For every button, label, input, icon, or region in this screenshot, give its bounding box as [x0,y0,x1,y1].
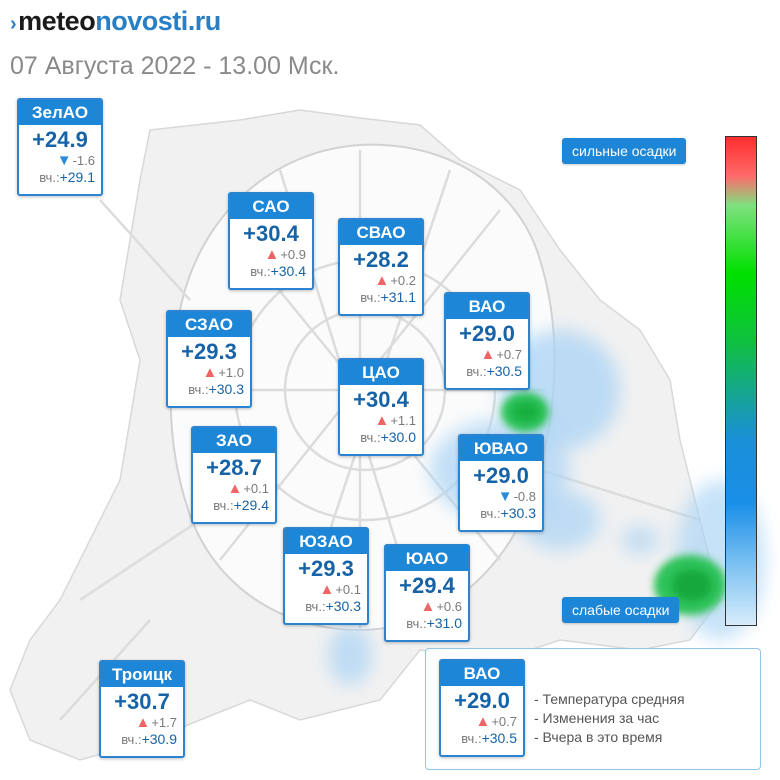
hourly-change: ▲+0.6 [420,598,462,615]
district-name: ЮВАО [460,436,542,461]
district-name: ВАО [441,661,523,686]
district-temp: +30.4 [243,221,299,246]
hourly-change: ▲+0.1 [227,480,269,497]
district-card-vao[interactable]: ВАО +29.0 ▲+0.7 вч.:+30.5 [444,292,530,390]
yesterday-temp: вч.:+30.4 [250,263,306,279]
logo-part1: meteo [18,6,96,36]
hourly-change: ▲+1.7 [135,714,177,731]
hourly-change: ▲+0.1 [319,581,361,598]
district-name: СЗАО [168,312,250,337]
district-name: САО [230,194,312,219]
yesterday-temp: вч.:+30.3 [305,598,361,614]
district-card-yuvao[interactable]: ЮВАО +29.0 ▼-0.8 вч.:+30.3 [458,434,544,532]
yesterday-temp: вч.:+30.5 [461,730,517,746]
yesterday-temp: вч.:+30.9 [121,731,177,747]
logo: ›meteonovosti.ru [10,6,221,37]
district-temp: +29.0 [459,321,515,346]
district-temp: +29.0 [473,463,529,488]
hourly-change: ▲+0.7 [475,713,517,730]
precipitation-colorbar [725,136,757,626]
logo-part2: novosti.ru [95,6,221,36]
up-arrow-icon: ▲ [374,412,390,429]
up-arrow-icon: ▲ [475,713,491,730]
hourly-change: ▼-0.8 [497,488,536,505]
district-card-yuao[interactable]: ЮАО +29.4 ▲+0.6 вч.:+31.0 [384,544,470,642]
down-arrow-icon: ▼ [56,152,72,169]
district-name: ЗелАО [19,100,101,125]
yesterday-temp: вч.:+31.1 [360,289,416,305]
district-name: ВАО [446,294,528,319]
district-card-svao[interactable]: СВАО +28.2 ▲+0.2 вч.:+31.1 [338,218,424,316]
district-name: СВАО [340,220,422,245]
district-temp: +29.4 [399,573,455,598]
date-time-subtitle: 07 Августа 2022 - 13.00 Мск. [10,52,340,80]
hourly-change: ▲+1.0 [202,364,244,381]
up-arrow-icon: ▲ [264,246,280,263]
up-arrow-icon: ▲ [420,598,436,615]
up-arrow-icon: ▲ [227,480,243,497]
hourly-change: ▼-1.6 [56,152,95,169]
district-card-szao[interactable]: СЗАО +29.3 ▲+1.0 вч.:+30.3 [166,310,252,408]
down-arrow-icon: ▼ [497,488,513,505]
district-card-zao[interactable]: ЗАО +28.7 ▲+0.1 вч.:+29.4 [191,426,277,524]
district-temp: +28.7 [206,455,262,480]
light-precip-label: слабые осадки [562,597,680,623]
hourly-change: ▲+0.7 [480,346,522,363]
logo-mark: › [10,13,17,35]
district-temp: +29.0 [454,688,510,713]
district-card-yuzao[interactable]: ЮЗАО +29.3 ▲+0.1 вч.:+30.3 [283,527,369,625]
heavy-precip-label: сильные осадки [562,138,687,164]
district-temp: +24.9 [32,127,88,152]
district-name: ЗАО [193,428,275,453]
legend-line-yesterday: - Вчера в это время [534,729,663,745]
district-temp: +29.3 [298,556,354,581]
yesterday-temp: вч.:+30.0 [360,429,416,445]
up-arrow-icon: ▲ [374,272,390,289]
district-card-sao[interactable]: САО +30.4 ▲+0.9 вч.:+30.4 [228,192,314,290]
legend-sample-card: ВАО +29.0 ▲+0.7 вч.:+30.5 [439,659,525,757]
yesterday-temp: вч.:+30.3 [188,381,244,397]
yesterday-temp: вч.:+29.4 [213,497,269,513]
district-card-troitsk[interactable]: Троицк +30.7 ▲+1.7 вч.:+30.9 [99,660,185,758]
yesterday-temp: вч.:+30.5 [466,363,522,379]
legend-descriptions: - Температура средняя - Изменения за час… [534,690,685,747]
up-arrow-icon: ▲ [319,581,335,598]
district-name: ЮЗАО [285,529,367,554]
hourly-change: ▲+1.1 [374,412,416,429]
district-temp: +29.3 [181,339,237,364]
district-temp: +28.2 [353,247,409,272]
up-arrow-icon: ▲ [480,346,496,363]
district-card-zelao[interactable]: ЗелАО +24.9 ▼-1.6 вч.:+29.1 [17,98,103,196]
district-name: ЮАО [386,546,468,571]
hourly-change: ▲+0.2 [374,272,416,289]
yesterday-temp: вч.:+31.0 [406,615,462,631]
legend-line-change: - Изменения за час [534,710,660,726]
district-temp: +30.7 [114,689,170,714]
up-arrow-icon: ▲ [202,364,218,381]
district-name: ЦАО [340,360,422,385]
up-arrow-icon: ▲ [135,714,151,731]
yesterday-temp: вч.:+30.3 [480,505,536,521]
district-card-tsao[interactable]: ЦАО +30.4 ▲+1.1 вч.:+30.0 [338,358,424,456]
yesterday-temp: вч.:+29.1 [39,169,95,185]
district-name: Троицк [101,662,183,687]
district-temp: +30.4 [353,387,409,412]
legend-line-temp: - Температура средняя [534,691,685,707]
hourly-change: ▲+0.9 [264,246,306,263]
